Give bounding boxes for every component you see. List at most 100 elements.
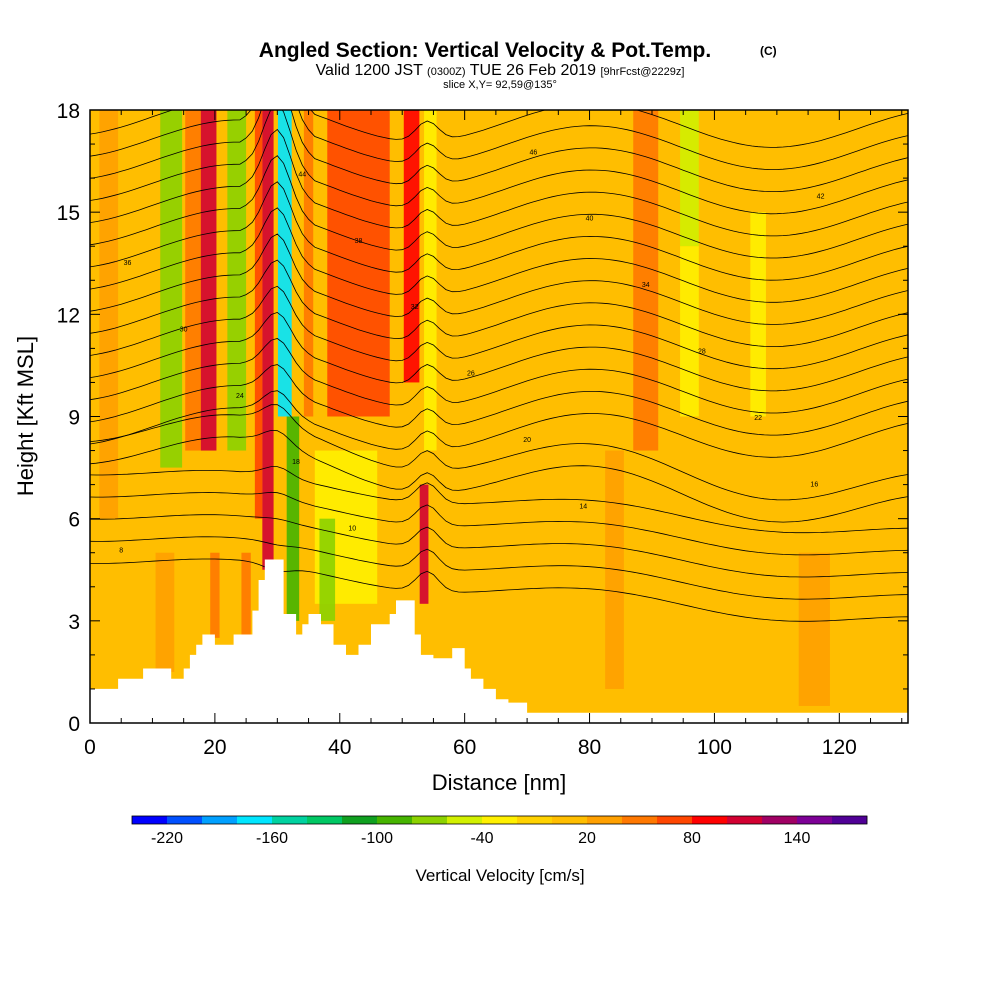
colorbar: -220 -160 -100 -40 20 80 140 xyxy=(131,815,868,847)
isentrope-line-19 xyxy=(90,110,908,215)
velocity-band-3 xyxy=(185,110,201,451)
isentrope-line-14 xyxy=(90,233,908,325)
velocity-band-24 xyxy=(605,450,624,689)
contour-label: 16 xyxy=(810,481,818,488)
isentrope-line-20 xyxy=(90,110,908,192)
colorbar-swatch xyxy=(237,816,273,824)
x-tick-label: 120 xyxy=(822,736,857,759)
velocity-band-14 xyxy=(419,484,429,604)
slice-info: slice X,Y= 92,59@135° xyxy=(443,79,557,91)
colorbar-swatch xyxy=(342,816,378,824)
velocity-band-16 xyxy=(319,518,336,621)
velocity-band-9 xyxy=(286,416,300,621)
isentrope-line-16 xyxy=(90,181,908,281)
colorbar-tick-label: -220 xyxy=(151,830,183,847)
velocity-band-6 xyxy=(254,110,263,519)
velocity-band-13 xyxy=(424,110,437,451)
contour-label: 44 xyxy=(298,171,306,178)
isentrope-line-21 xyxy=(90,110,908,170)
colorbar-swatch xyxy=(622,816,658,824)
x-tick-label: 20 xyxy=(203,736,226,759)
contour-label: 26 xyxy=(467,371,475,378)
isentrope-line-6 xyxy=(90,429,908,523)
colorbar-swatch xyxy=(447,816,483,824)
isentrope-line-3 xyxy=(90,514,908,578)
isentrope-line-17 xyxy=(90,155,908,259)
velocity-band-1 xyxy=(99,110,119,519)
isentrope-line-15 xyxy=(90,207,908,303)
velocity-band-4 xyxy=(200,110,217,451)
colorbar-swatch xyxy=(132,816,168,824)
velocity-band-25 xyxy=(798,552,830,706)
contour-label: 40 xyxy=(586,216,594,223)
contour-label: 14 xyxy=(579,503,587,510)
isentrope-line-8 xyxy=(90,390,908,458)
contour-label: 24 xyxy=(236,393,244,400)
velocity-band-10 xyxy=(303,110,314,417)
contour-label: 36 xyxy=(124,260,132,267)
y-tick-label: 6 xyxy=(68,509,80,532)
forecast-info: [9hrFcst@2229z] xyxy=(600,66,684,78)
contour-label: 32 xyxy=(411,304,419,311)
y-tick-label: 12 xyxy=(57,304,80,327)
velocity-band-7 xyxy=(262,110,274,570)
colorbar-swatch xyxy=(657,816,693,824)
contour-label: 18 xyxy=(292,459,300,466)
contour-label: 38 xyxy=(355,238,363,245)
colorbar-swatch xyxy=(202,816,238,824)
x-tick-label: 40 xyxy=(328,736,351,759)
colorbar-tick-label: 80 xyxy=(683,830,701,847)
y-tick-label: 9 xyxy=(68,407,80,430)
x-tick-label: 100 xyxy=(697,736,732,759)
colorbar-label: Vertical Velocity [cm/s] xyxy=(415,866,584,885)
contour-label: 28 xyxy=(698,348,706,355)
y-tick-label: 0 xyxy=(68,713,80,736)
y-tick-label: 15 xyxy=(57,202,80,225)
valid-time-line: Valid 1200 JST (0300Z) TUE 26 Feb 2019 [… xyxy=(316,62,685,79)
valid-time-prefix: Valid 1200 JST xyxy=(316,62,424,79)
colorbar-swatch xyxy=(272,816,308,824)
contour-label: 30 xyxy=(180,326,188,333)
isentrope-line-9 xyxy=(90,364,908,436)
colorbar-tick-label: 20 xyxy=(578,830,596,847)
contour-label: 22 xyxy=(754,415,762,422)
colorbar-swatch xyxy=(727,816,763,824)
isentrope-line-11 xyxy=(90,311,908,392)
valid-time-zulu: (0300Z) xyxy=(427,66,466,78)
isentrope-line-1 xyxy=(90,558,908,622)
potential-temperature-contours: 8 10 14 16 18 20 22 24 26 28 30 32 34 36 38 40 42 44 46 xyxy=(90,110,908,622)
chart-title-tag: (C) xyxy=(760,44,777,58)
isentrope-line-12 xyxy=(90,285,908,370)
colorbar-swatch xyxy=(482,816,518,824)
velocity-band-20 xyxy=(750,212,766,417)
x-tick-label: 80 xyxy=(578,736,601,759)
isentrope-line-10 xyxy=(90,338,908,414)
velocity-band-22 xyxy=(241,552,251,638)
velocity-band-12 xyxy=(403,110,420,383)
colorbar-swatch xyxy=(377,816,413,824)
isentrope-line-4 xyxy=(90,491,908,556)
colorbar-swatch xyxy=(797,816,833,824)
velocity-band-5 xyxy=(227,110,247,451)
velocity-band-21 xyxy=(210,552,220,638)
colorbar-swatch xyxy=(587,816,623,824)
contour-label: 20 xyxy=(523,437,531,444)
isentrope-line-2 xyxy=(90,536,908,600)
plot-background xyxy=(90,110,908,723)
isentrope-line-18 xyxy=(90,128,908,237)
contour-label: 10 xyxy=(348,526,356,533)
colorbar-frame xyxy=(131,815,868,825)
colorbar-tick-label: -100 xyxy=(361,830,393,847)
colorbar-swatch xyxy=(692,816,728,824)
colorbar-swatch xyxy=(832,816,868,824)
x-axis: 0 20 40 60 80 100 120 xyxy=(84,110,903,759)
colorbar-swatch xyxy=(412,816,448,824)
velocity-band-23 xyxy=(155,552,175,672)
y-tick-label: 3 xyxy=(68,611,80,634)
velocity-band-17 xyxy=(633,110,659,451)
plot-area: 8 10 14 16 18 20 22 24 26 28 30 32 34 36 38 40 42 44 46 xyxy=(90,110,908,723)
y-axis-label: Height [Kft MSL] xyxy=(13,336,38,496)
colorbar-swatch xyxy=(167,816,203,824)
